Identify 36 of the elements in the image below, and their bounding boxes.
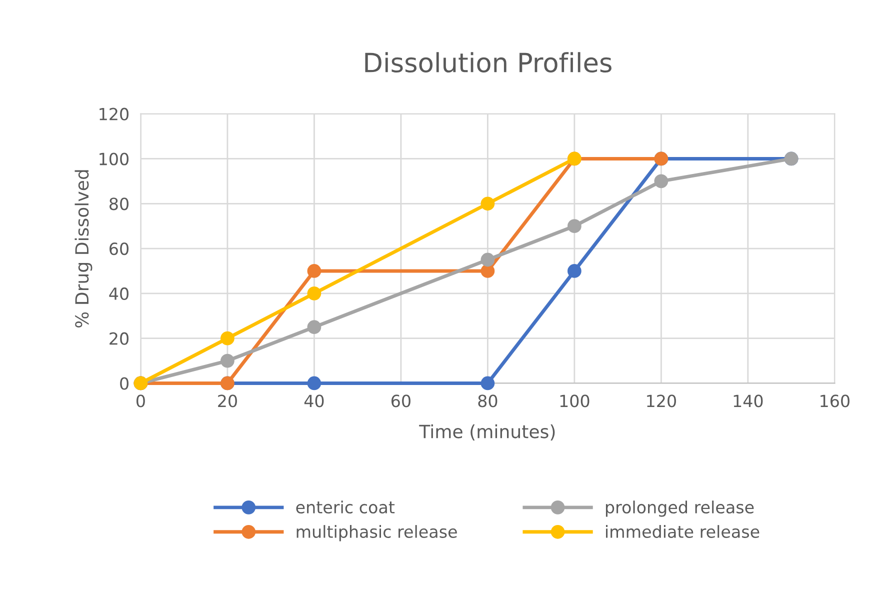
y-tick-label: 40	[109, 287, 128, 300]
y-tick-label: 0	[120, 377, 128, 390]
point	[307, 264, 322, 278]
x-tick-label: 100	[560, 394, 590, 408]
point	[567, 219, 582, 234]
legend-label: prolonged release	[606, 500, 754, 517]
x-tick-label: 20	[218, 394, 237, 408]
chart-title: Dissolution Profiles	[365, 52, 612, 73]
point	[220, 354, 234, 368]
x-tick-label: 0	[136, 394, 145, 408]
x-tick-label: 120	[647, 394, 676, 408]
y-axis-title: % Drug Dissolved	[74, 170, 92, 328]
x-tick-label: 160	[820, 394, 850, 408]
point	[307, 320, 322, 334]
point	[220, 331, 234, 346]
x-tick-label: 60	[392, 394, 410, 408]
legend-label: immediate release	[606, 525, 760, 538]
point	[307, 286, 322, 300]
point	[480, 252, 495, 267]
x-axis-title: Time (minutes)	[419, 424, 555, 440]
y-tick-label: 100	[100, 152, 128, 166]
x-tick-label: 80	[478, 394, 498, 408]
point	[480, 376, 495, 390]
legend-label: multiphasic release	[296, 525, 457, 542]
point	[307, 376, 322, 390]
x-tick-label: 140	[734, 394, 763, 408]
y-tick-label: 60	[110, 242, 128, 256]
y-tick-label: 120	[100, 108, 128, 120]
y-tick-label: 20	[110, 332, 128, 345]
legend-label: enteric coat	[296, 500, 395, 514]
point	[480, 196, 495, 211]
x-tick-label: 40	[304, 394, 324, 408]
point	[480, 264, 495, 278]
y-tick-label: 80	[110, 198, 128, 210]
point	[567, 264, 582, 278]
point	[654, 174, 668, 188]
